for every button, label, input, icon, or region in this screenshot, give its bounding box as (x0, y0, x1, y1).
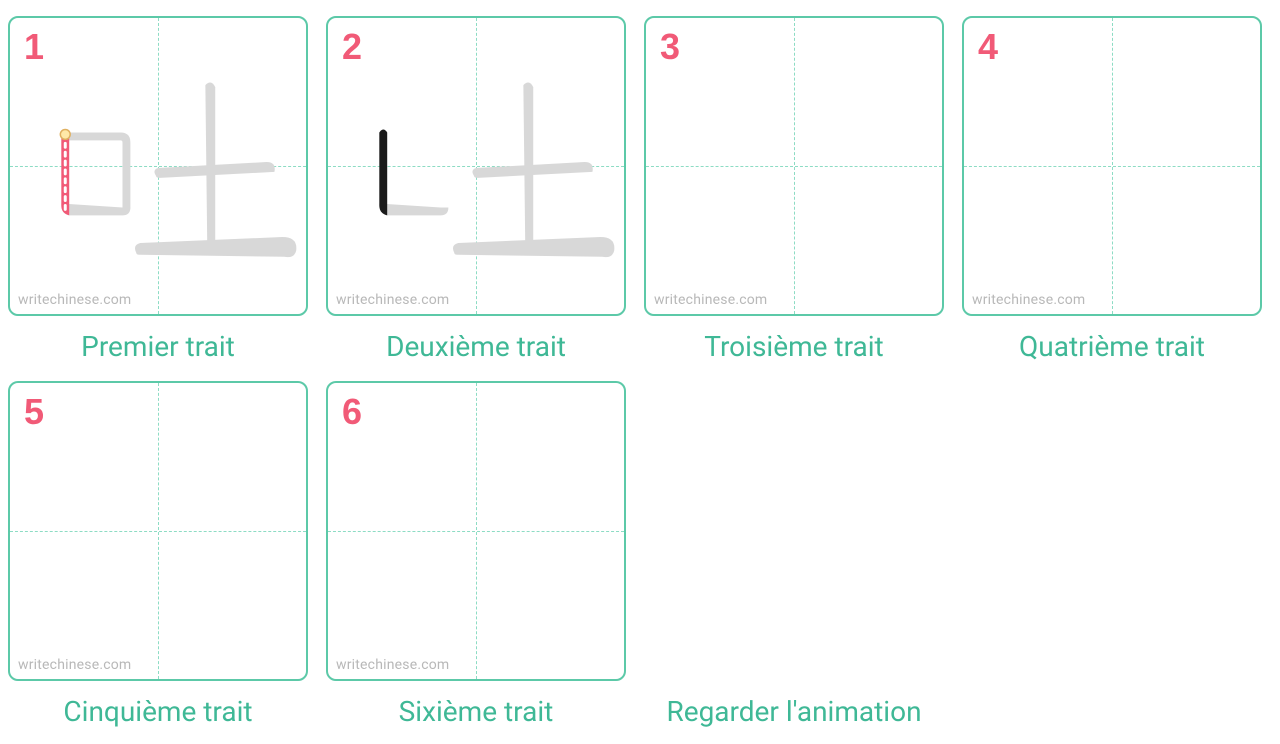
watermark: writechinese.com (18, 657, 131, 673)
stroke-order-grid: 1 writechinese.com Premier trait 2 write… (8, 16, 1272, 728)
stroke-box: 1 writechinese.com (8, 16, 308, 316)
step-caption: Sixième trait (399, 695, 554, 728)
stroke-step-2: 2 writechinese.com Deuxième trait (326, 16, 626, 363)
step-number: 4 (978, 26, 998, 68)
qr-code[interactable] (664, 401, 924, 661)
stroke-box: 3 writechinese.com (644, 16, 944, 316)
character-svg (328, 383, 624, 679)
character-svg (964, 18, 1260, 314)
stroke-box: 5 writechinese.com (8, 381, 308, 681)
watermark: writechinese.com (336, 657, 449, 673)
step-caption: Quatrième trait (1019, 330, 1205, 363)
step-number: 1 (24, 26, 44, 68)
character-svg (10, 383, 306, 679)
stroke-box: 4 writechinese.com (962, 16, 1262, 316)
stroke-box: 6 writechinese.com (326, 381, 626, 681)
stroke-step-1: 1 writechinese.com Premier trait (8, 16, 308, 363)
qr-caption[interactable]: Regarder l'animation (666, 695, 921, 728)
step-caption: Deuxième trait (386, 330, 566, 363)
stroke-step-5: 5 writechinese.com Cinquième trait (8, 381, 308, 728)
watermark: writechinese.com (654, 292, 767, 308)
step-number: 3 (660, 26, 680, 68)
qr-box[interactable] (644, 381, 944, 681)
character-svg (328, 18, 624, 314)
step-caption: Premier trait (81, 330, 235, 363)
character-svg (10, 18, 306, 314)
stroke-box: 2 writechinese.com (326, 16, 626, 316)
watermark: writechinese.com (18, 292, 131, 308)
step-caption: Troisième trait (704, 330, 883, 363)
step-caption: Cinquième trait (63, 695, 252, 728)
qr-cell: Regarder l'animation (644, 381, 944, 728)
step-number: 2 (342, 26, 362, 68)
watermark: writechinese.com (336, 292, 449, 308)
step-number: 6 (342, 391, 362, 433)
stroke-step-3: 3 writechinese.com Troisième trait (644, 16, 944, 363)
stroke-step-4: 4 writechinese.com Quatrième trait (962, 16, 1262, 363)
stroke-step-6: 6 writechinese.com Sixième trait (326, 381, 626, 728)
character-svg (646, 18, 942, 314)
step-number: 5 (24, 391, 44, 433)
watermark: writechinese.com (972, 292, 1085, 308)
